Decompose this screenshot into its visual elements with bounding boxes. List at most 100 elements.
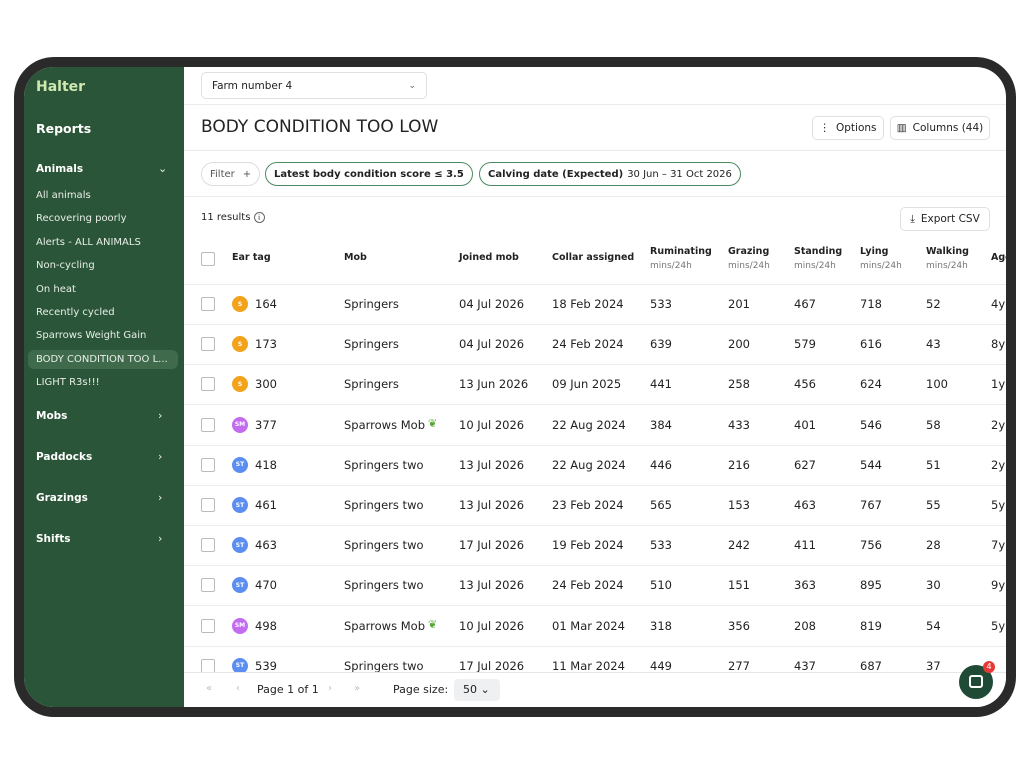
filter-button[interactable]: Filter +	[201, 162, 261, 186]
table-row[interactable]: S 164 Springers 04 Jul 2026 18 Feb 2024 533 20…	[184, 285, 1006, 325]
column-header[interactable]: Ear tag	[232, 252, 271, 263]
walking: 58	[926, 417, 941, 432]
nav-item[interactable]: Recovering poorly	[36, 213, 127, 225]
prev-page[interactable]: ‹	[236, 683, 240, 694]
standing: 401	[794, 417, 816, 432]
table-row[interactable]: ST 539 Springers two 17 Jul 2026 11 Mar 2024…	[184, 647, 1006, 672]
grazing: 153	[728, 498, 750, 512]
table-row[interactable]: ST 470 Springers two 13 Jul 2026 24 Feb 2024…	[184, 566, 1006, 607]
column-header[interactable]: Age	[991, 252, 1006, 263]
lying: 819	[860, 618, 882, 633]
lying: 767	[860, 498, 882, 512]
chat-icon	[969, 675, 983, 688]
select-all[interactable]	[201, 252, 215, 266]
table-row[interactable]: ST 418 Springers two 13 Jul 2026 22 Aug 2024…	[184, 446, 1006, 486]
walking: 51	[926, 457, 941, 472]
table-row[interactable]: SM 377 Sparrows Mob ❦ 10 Jul 2026 22 Aug 2024…	[184, 406, 1006, 446]
walking: 37	[926, 658, 941, 672]
nav-group[interactable]: Shifts	[36, 532, 71, 545]
column-header[interactable]: Ruminating	[650, 246, 712, 257]
row-checkbox[interactable]	[201, 538, 215, 553]
nav-item[interactable]: Non-cycling	[36, 260, 95, 272]
options-button[interactable]: ⋮ Options	[812, 116, 884, 140]
row-checkbox[interactable]	[201, 297, 215, 311]
page-size-select[interactable]: 50 ⌄	[454, 679, 500, 701]
column-header[interactable]: Lying	[860, 246, 889, 257]
page-size-label: Page size:	[393, 683, 449, 696]
column-header[interactable]: Grazing	[728, 246, 770, 257]
standing: 437	[794, 658, 816, 672]
nav-group[interactable]: Grazings	[36, 491, 88, 504]
main: Farm number 4 ⌄ BODY CONDITION TOO LOW ⋮ O…	[184, 67, 1006, 707]
farm-select[interactable]: Farm number 4 ⌄	[201, 72, 427, 99]
nav-item[interactable]: All animals	[36, 190, 91, 201]
table-row[interactable]: S 173 Springers 04 Jul 2026 24 Feb 2024 639 20…	[184, 325, 1006, 366]
column-header[interactable]: Standing	[794, 246, 843, 257]
chip-label: Calving date (Expected)	[488, 168, 624, 180]
walking: 30	[926, 578, 941, 593]
chat-badge: 4	[983, 661, 995, 673]
table-row[interactable]: ST 461 Springers two 13 Jul 2026 23 Feb 2024…	[184, 486, 1006, 526]
icon: ⋮	[819, 122, 830, 134]
row-checkbox[interactable]	[201, 337, 215, 352]
joined: 13 Jul 2026	[459, 457, 525, 472]
filter-chip[interactable]: Latest body condition score ≤ 3.5	[265, 162, 473, 186]
column-unit: mins/24h	[728, 261, 770, 271]
tag: 498	[255, 618, 277, 633]
column-unit: mins/24h	[794, 261, 836, 271]
next-page[interactable]: ›	[328, 683, 332, 694]
column-header[interactable]: Collar assigned	[552, 252, 635, 263]
lying: 687	[860, 658, 882, 672]
filter-chip[interactable]: Calving date (Expected) 30 Jun – 31 Oct 2…	[479, 162, 741, 186]
row-checkbox[interactable]	[201, 377, 215, 392]
first-page[interactable]: «	[206, 683, 213, 694]
nav-item[interactable]: Recently cycled	[36, 307, 115, 318]
tag: 463	[255, 538, 277, 553]
icon: ⤓	[910, 212, 915, 225]
row-checkbox[interactable]	[201, 578, 215, 593]
mob-badge: ST	[232, 456, 248, 473]
column-header[interactable]: Joined mob	[459, 252, 519, 263]
row-checkbox[interactable]	[201, 658, 215, 672]
age: 7y	[991, 538, 1006, 553]
grazing: 277	[728, 658, 750, 672]
chat-button[interactable]: 4	[959, 661, 995, 699]
mob-badge: ST	[232, 537, 248, 554]
last-page[interactable]: »	[354, 683, 361, 694]
page-size: 50	[463, 683, 477, 696]
grazing: 258	[728, 377, 750, 392]
ruminating: 510	[650, 578, 672, 593]
chevron: ›	[158, 531, 163, 545]
export-button[interactable]: ⤓ Export CSV	[900, 207, 990, 231]
joined: 10 Jul 2026	[459, 417, 525, 432]
row-checkbox[interactable]	[201, 457, 215, 472]
nav-item[interactable]: Sparrows Weight Gain	[36, 330, 147, 342]
nav-item[interactable]: BODY CONDITION TOO L...	[28, 349, 178, 369]
grazing: 201	[728, 297, 750, 311]
grazing: 433	[728, 417, 750, 432]
nav-item[interactable]: Alerts - ALL ANIMALS	[36, 236, 141, 248]
section[interactable]: Reports	[36, 121, 92, 136]
column-header[interactable]: Mob	[344, 252, 367, 263]
nav-group[interactable]: Mobs	[36, 409, 68, 422]
columns-button[interactable]: ▥ Columns (44)	[890, 116, 990, 140]
row-checkbox[interactable]	[201, 417, 215, 432]
mob-icon: ❦	[428, 416, 438, 430]
nav-item[interactable]: LIGHT R3s!!!	[36, 377, 100, 389]
tag: 300	[255, 377, 277, 392]
column-header[interactable]: Walking	[926, 246, 969, 257]
nav-group[interactable]: Animals	[36, 163, 84, 175]
collar: 01 Mar 2024	[552, 618, 625, 633]
tag: 164	[255, 297, 277, 311]
chip-label: Latest body condition score ≤ 3.5	[274, 168, 464, 180]
row-checkbox[interactable]	[201, 618, 215, 633]
row-checkbox[interactable]	[201, 498, 215, 512]
collar: 24 Feb 2024	[552, 337, 624, 352]
column-unit: mins/24h	[860, 261, 902, 271]
nav-group[interactable]: Paddocks	[36, 450, 93, 463]
farm-name: Farm number 4	[212, 79, 293, 92]
table-row[interactable]: ST 463 Springers two 17 Jul 2026 19 Feb 2024…	[184, 526, 1006, 567]
table-row[interactable]: S 300 Springers 13 Jun 2026 09 Jun 2025 441 25…	[184, 365, 1006, 406]
nav-item[interactable]: On heat	[36, 283, 76, 295]
table-row[interactable]: SM 498 Sparrows Mob ❦ 10 Jul 2026 01 Mar 2024…	[184, 607, 1006, 647]
